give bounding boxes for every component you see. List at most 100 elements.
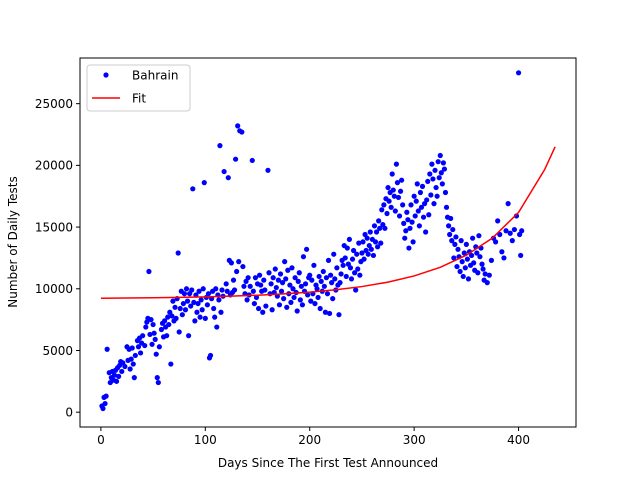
data-point-260 <box>381 202 387 208</box>
legend-marker-bahrain <box>103 72 109 78</box>
data-point-146 <box>261 277 267 283</box>
data-point-269 <box>390 187 396 193</box>
data-point-264 <box>385 184 391 191</box>
data-point-354 <box>479 261 485 267</box>
data-point-86 <box>195 300 201 307</box>
data-point-235 <box>355 266 361 272</box>
data-point-128 <box>241 283 247 289</box>
data-point-113 <box>224 288 230 294</box>
data-point-344 <box>468 252 475 259</box>
data-point-301 <box>424 197 430 203</box>
data-point-114 <box>225 175 231 181</box>
data-point-79 <box>188 303 194 309</box>
data-point-272 <box>393 161 399 167</box>
x-tick-label-400: 400 <box>507 433 530 447</box>
data-point-77 <box>186 333 192 339</box>
data-point-350 <box>475 270 481 276</box>
data-point-142 <box>257 272 263 278</box>
data-point-87 <box>196 288 202 294</box>
data-point-306 <box>429 161 435 167</box>
data-point-13 <box>113 378 120 384</box>
data-point-310 <box>433 184 439 191</box>
data-point-46 <box>152 336 158 342</box>
data-point-60 <box>168 361 174 367</box>
data-point-229 <box>348 276 355 282</box>
legend-box <box>86 64 191 112</box>
data-point-276 <box>397 188 404 194</box>
data-point-67 <box>175 250 181 256</box>
data-point-224 <box>343 273 349 280</box>
data-point-96 <box>205 291 212 297</box>
data-point-206 <box>324 291 331 297</box>
data-point-179 <box>296 270 302 276</box>
data-point-81 <box>190 186 196 192</box>
data-point-185 <box>302 281 309 287</box>
data-point-58 <box>166 321 172 328</box>
data-point-200 <box>318 278 324 284</box>
data-point-18 <box>119 368 125 375</box>
data-point-56 <box>164 333 170 339</box>
data-point-71 <box>179 312 185 318</box>
data-point-340 <box>464 256 470 262</box>
data-point-153 <box>269 307 275 313</box>
data-point-303 <box>426 212 432 218</box>
data-point-134 <box>247 283 253 289</box>
data-point-51 <box>158 326 165 333</box>
data-point-285 <box>407 225 413 231</box>
data-point-89 <box>198 297 204 303</box>
data-point-193 <box>311 262 317 268</box>
data-point-289 <box>411 193 417 199</box>
data-point-104 <box>214 324 220 330</box>
data-point-20 <box>122 363 128 370</box>
data-point-205 <box>323 275 330 281</box>
data-point-376 <box>519 228 525 234</box>
data-point-335 <box>459 259 465 265</box>
data-point-223 <box>342 255 348 261</box>
data-point-256 <box>377 225 383 231</box>
x-tick-label-200: 200 <box>298 433 321 447</box>
data-point-372 <box>513 213 520 219</box>
data-point-80 <box>189 287 195 293</box>
data-point-159 <box>275 277 281 283</box>
data-point-40 <box>146 268 152 275</box>
data-point-109 <box>219 287 225 293</box>
data-point-90 <box>199 307 205 313</box>
data-point-182 <box>299 302 306 308</box>
data-point-137 <box>251 300 257 307</box>
data-point-156 <box>272 266 278 272</box>
data-point-61 <box>169 313 175 319</box>
data-point-327 <box>451 255 457 261</box>
data-point-368 <box>505 201 511 207</box>
data-point-189 <box>307 272 313 278</box>
data-point-150 <box>266 270 272 276</box>
data-point-88 <box>197 314 203 320</box>
data-point-54 <box>161 318 168 324</box>
data-point-15 <box>116 373 122 379</box>
data-point-248 <box>368 246 374 252</box>
data-point-227 <box>346 236 353 243</box>
data-point-239 <box>359 250 365 256</box>
data-point-11 <box>111 372 118 378</box>
data-point-336 <box>460 273 466 280</box>
data-point-288 <box>410 239 416 245</box>
x-tick-label-0: 0 <box>97 433 105 447</box>
y-tick-label-0: 0 <box>65 405 73 419</box>
data-point-309 <box>432 167 438 173</box>
data-point-203 <box>321 283 327 289</box>
data-point-62 <box>170 298 176 304</box>
data-point-281 <box>403 228 409 234</box>
data-point-85 <box>194 309 200 315</box>
data-point-132 <box>245 275 251 281</box>
y-tick-label-10000: 10000 <box>35 282 73 296</box>
data-point-268 <box>389 171 395 177</box>
data-point-47 <box>153 351 159 357</box>
data-point-173 <box>290 286 296 292</box>
data-point-178 <box>295 278 301 284</box>
data-point-208 <box>326 310 333 317</box>
x-axis-label: Days Since The First Test Announced <box>218 456 438 470</box>
data-point-252 <box>372 239 379 245</box>
data-point-313 <box>436 175 442 181</box>
data-point-209 <box>328 272 334 278</box>
data-point-298 <box>420 214 427 220</box>
data-point-316 <box>439 181 445 187</box>
